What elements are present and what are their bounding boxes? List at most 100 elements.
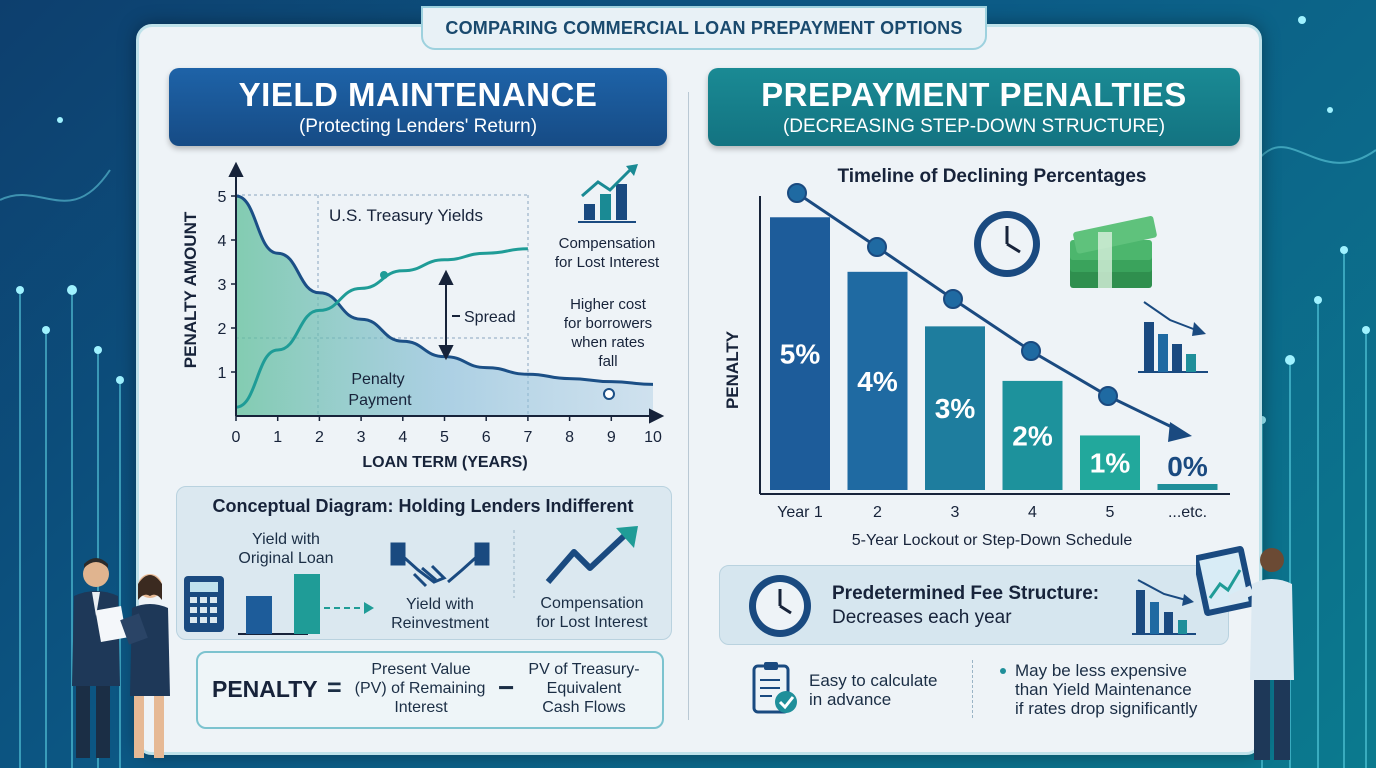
spread-label: Spread — [464, 309, 516, 326]
formula-pv-3: Interest — [394, 699, 448, 716]
yield-original-label-2: Original Loan — [238, 550, 334, 567]
penalty-bar — [847, 271, 908, 490]
yield-bars-icon — [238, 574, 320, 635]
penalty-bar — [925, 326, 985, 490]
cheaper-line-2: than Yield Maintenance — [1015, 680, 1192, 699]
formula-equals: = — [327, 674, 342, 702]
prepayment-penalties-title: PREPAYMENT PENALTIES — [761, 76, 1187, 113]
higher-cost-label-2: for borrowers — [564, 315, 652, 332]
x-tick-label: 10 — [644, 429, 662, 446]
penalty-curve — [235, 194, 654, 386]
penalty-formula-box — [196, 651, 664, 729]
declining-trend-line — [787, 183, 1192, 442]
y-tick-label: 3 — [218, 277, 227, 294]
fee-structure-title: Predetermined Fee Structure: — [832, 583, 1100, 604]
x-tick-label: 7 — [523, 429, 532, 446]
prepayment-penalties-header: PREPAYMENT PENALTIES (DECREASING STEP-DO… — [708, 68, 1240, 146]
money-stack-icon — [1070, 216, 1157, 288]
growth-chart-icon — [578, 164, 638, 223]
penalty-bar-category: 4 — [1028, 504, 1037, 521]
higher-cost-label-1: Higher cost — [570, 296, 647, 313]
x-tick-label: 9 — [607, 429, 616, 446]
concept-compensation-label-2: for Lost Interest — [536, 614, 648, 631]
yield-maintenance-header: YIELD MAINTENANCE (Protecting Lenders' R… — [169, 68, 667, 146]
clock-icon — [974, 211, 1040, 277]
x-tick-label: 6 — [482, 429, 491, 446]
easy-calc-line-2: in advance — [809, 690, 892, 709]
spread-arrow — [438, 269, 460, 361]
x-tick-label: 8 — [565, 429, 574, 446]
x-axis-ticks: 0 1 2 3 4 5 6 7 8 9 10 — [232, 416, 662, 446]
compensation-label-1: Compensation — [559, 235, 656, 252]
center-divider — [688, 92, 689, 720]
y-tick-label: 1 — [218, 365, 227, 382]
penalty-bar-labels: 5% 4% 3% 2% 1% 0% — [780, 339, 1208, 482]
penalty-bar — [770, 217, 830, 490]
penalty-bar — [1002, 380, 1063, 490]
penalty-bars — [770, 217, 1218, 490]
fee-clock-icon — [749, 575, 811, 637]
y-axis-ticks: 1 2 3 4 5 — [218, 189, 236, 382]
concept-compensation-label-1: Compensation — [540, 595, 644, 612]
x-tick-label: 3 — [357, 429, 366, 446]
compensation-label-2: for Lost Interest — [555, 254, 660, 271]
prepayment-penalties-subtitle: (DECREASING STEP-DOWN STRUCTURE) — [782, 116, 1166, 137]
yield-maintenance-title: YIELD MAINTENANCE — [238, 76, 598, 113]
x-tick-label: 1 — [273, 429, 282, 446]
fee-decline-icon — [1132, 579, 1196, 635]
yield-original-label-1: Yield with — [252, 531, 320, 548]
right-y-axis-label: PENALTY — [723, 330, 742, 409]
formula-treasury-2: Equivalent — [546, 680, 622, 697]
x-tick-label: 2 — [315, 429, 324, 446]
yield-maintenance-chart: 0 1 2 3 4 5 6 7 8 9 10 1 2 3 4 5 PENALTY AMOUNT LOAN T… — [181, 161, 665, 471]
penalty-bar-label: 1% — [1090, 448, 1131, 479]
treasury-label: U.S. Treasury Yields — [329, 206, 483, 225]
easy-calc-line-1: Easy to calculate — [809, 671, 938, 690]
y-tick-label: 5 — [218, 189, 227, 206]
formula-minus: − — [498, 672, 515, 703]
calculator-icon — [184, 576, 224, 632]
x-axis-label: LOAN TERM (YEARS) — [362, 454, 527, 471]
x-tick-label: 5 — [440, 429, 449, 446]
right-chart-title: Timeline of Declining Percentages — [837, 166, 1146, 187]
penalty-bar-categories: Year 1 2 3 4 5 ...etc. — [777, 504, 1207, 521]
bullet-dot — [1000, 668, 1006, 674]
formula-treasury-1: PV of Treasury- — [528, 661, 640, 678]
penalty-bar-category: Year 1 — [777, 504, 823, 521]
declining-bars-icon — [1138, 301, 1208, 373]
higher-cost-label-3: when rates — [570, 334, 644, 351]
y-tick-label: 2 — [218, 321, 227, 338]
formula-pv-2: (PV) of Remaining — [354, 680, 486, 697]
penalty-bar — [1080, 435, 1140, 490]
penalty-bar-category: ...etc. — [1168, 504, 1207, 521]
yield-maintenance-subtitle: (Protecting Lenders' Return) — [298, 116, 538, 137]
page-title: COMPARING COMMERCIAL LOAN PREPAYMENT OPT… — [421, 6, 987, 50]
penalty-bar-category: 3 — [951, 504, 960, 521]
x-tick-label: 0 — [232, 429, 241, 446]
penalty-bar-label: 5% — [780, 339, 821, 370]
cheaper-line-3: if rates drop significantly — [1015, 699, 1198, 718]
payment-label: Payment — [348, 392, 412, 409]
formula-pv-1: Present Value — [371, 661, 471, 678]
y-tick-label: 4 — [218, 233, 227, 250]
x-tick-label: 4 — [398, 429, 407, 446]
y-axis-label: PENALTY AMOUNT — [181, 211, 200, 368]
prepayment-penalty-chart: Timeline of Declining Percentages PENALT… — [723, 166, 1230, 549]
conceptual-diagram-title: Conceptual Diagram: Holding Lenders Indi… — [212, 496, 634, 516]
higher-cost-label-4: fall — [598, 353, 617, 370]
formula-treasury-3: Cash Flows — [542, 699, 626, 716]
penalty-bar-label: 2% — [1012, 420, 1053, 451]
presenter-illustration — [1196, 546, 1294, 760]
treasury-marker — [380, 271, 388, 279]
notes-divider — [972, 660, 973, 718]
concept-graphics — [184, 526, 638, 635]
formula-penalty-label: PENALTY — [212, 676, 318, 702]
penalty-bar-category: 5 — [1106, 504, 1115, 521]
penalty-bar-label: 4% — [857, 366, 898, 397]
schedule-caption: 5-Year Lockout or Step-Down Schedule — [852, 532, 1133, 549]
yield-reinvest-label-1: Yield with — [406, 596, 474, 613]
trend-arrow-icon — [545, 526, 638, 584]
penalty-label: Penalty — [351, 371, 404, 388]
handshake-icon — [390, 542, 490, 588]
penalty-bar — [1157, 484, 1218, 490]
